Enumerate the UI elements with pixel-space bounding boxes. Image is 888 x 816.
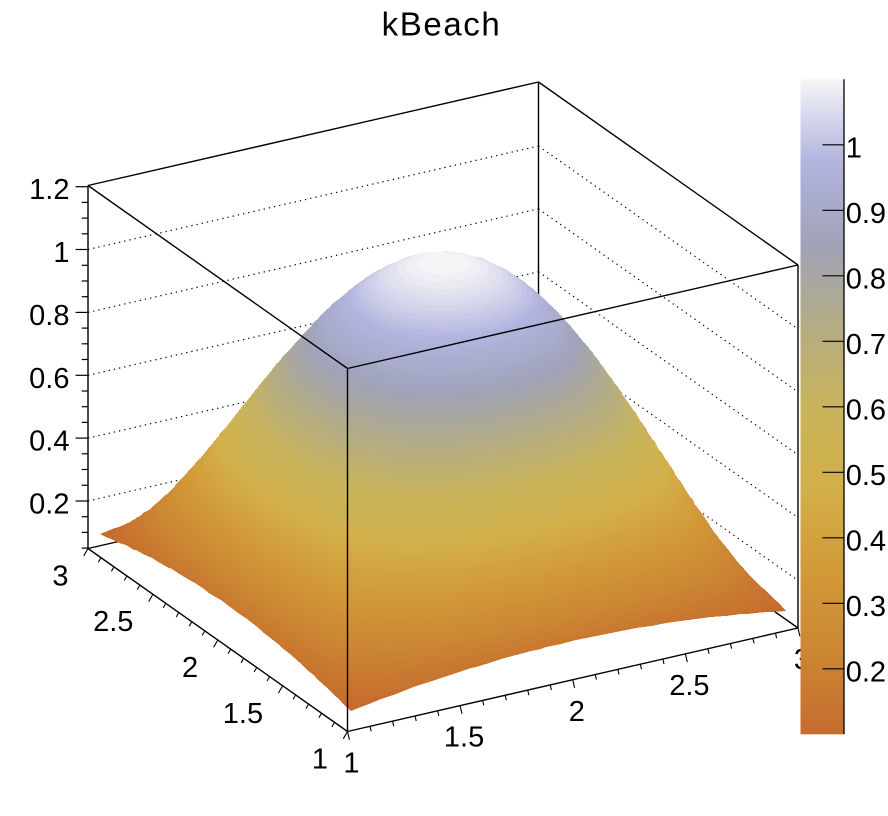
svg-text:2: 2 — [569, 696, 585, 728]
svg-text:2: 2 — [182, 652, 198, 684]
svg-text:0.4: 0.4 — [29, 426, 69, 458]
svg-text:3: 3 — [52, 561, 68, 593]
svg-text:0.6: 0.6 — [29, 363, 69, 395]
svg-text:1.5: 1.5 — [444, 722, 484, 754]
svg-text:0.8: 0.8 — [846, 263, 886, 295]
svg-text:1: 1 — [846, 132, 862, 164]
svg-text:1: 1 — [312, 744, 328, 776]
svg-text:kBeach: kBeach — [382, 6, 502, 43]
svg-text:0.3: 0.3 — [846, 591, 886, 623]
svg-text:1.5: 1.5 — [223, 698, 263, 730]
svg-text:0.2: 0.2 — [29, 489, 69, 521]
svg-text:1: 1 — [53, 237, 69, 269]
svg-text:2.5: 2.5 — [669, 670, 709, 702]
svg-text:0.6: 0.6 — [846, 394, 886, 426]
svg-text:0.4: 0.4 — [846, 525, 886, 557]
svg-text:0.9: 0.9 — [846, 198, 886, 230]
svg-text:0.5: 0.5 — [846, 460, 886, 492]
svg-text:1: 1 — [343, 748, 359, 780]
svg-text:1.2: 1.2 — [29, 174, 69, 206]
svg-text:0.2: 0.2 — [846, 656, 886, 688]
svg-text:0.8: 0.8 — [29, 300, 69, 332]
svg-text:2.5: 2.5 — [93, 606, 133, 638]
svg-text:0.7: 0.7 — [846, 329, 886, 361]
